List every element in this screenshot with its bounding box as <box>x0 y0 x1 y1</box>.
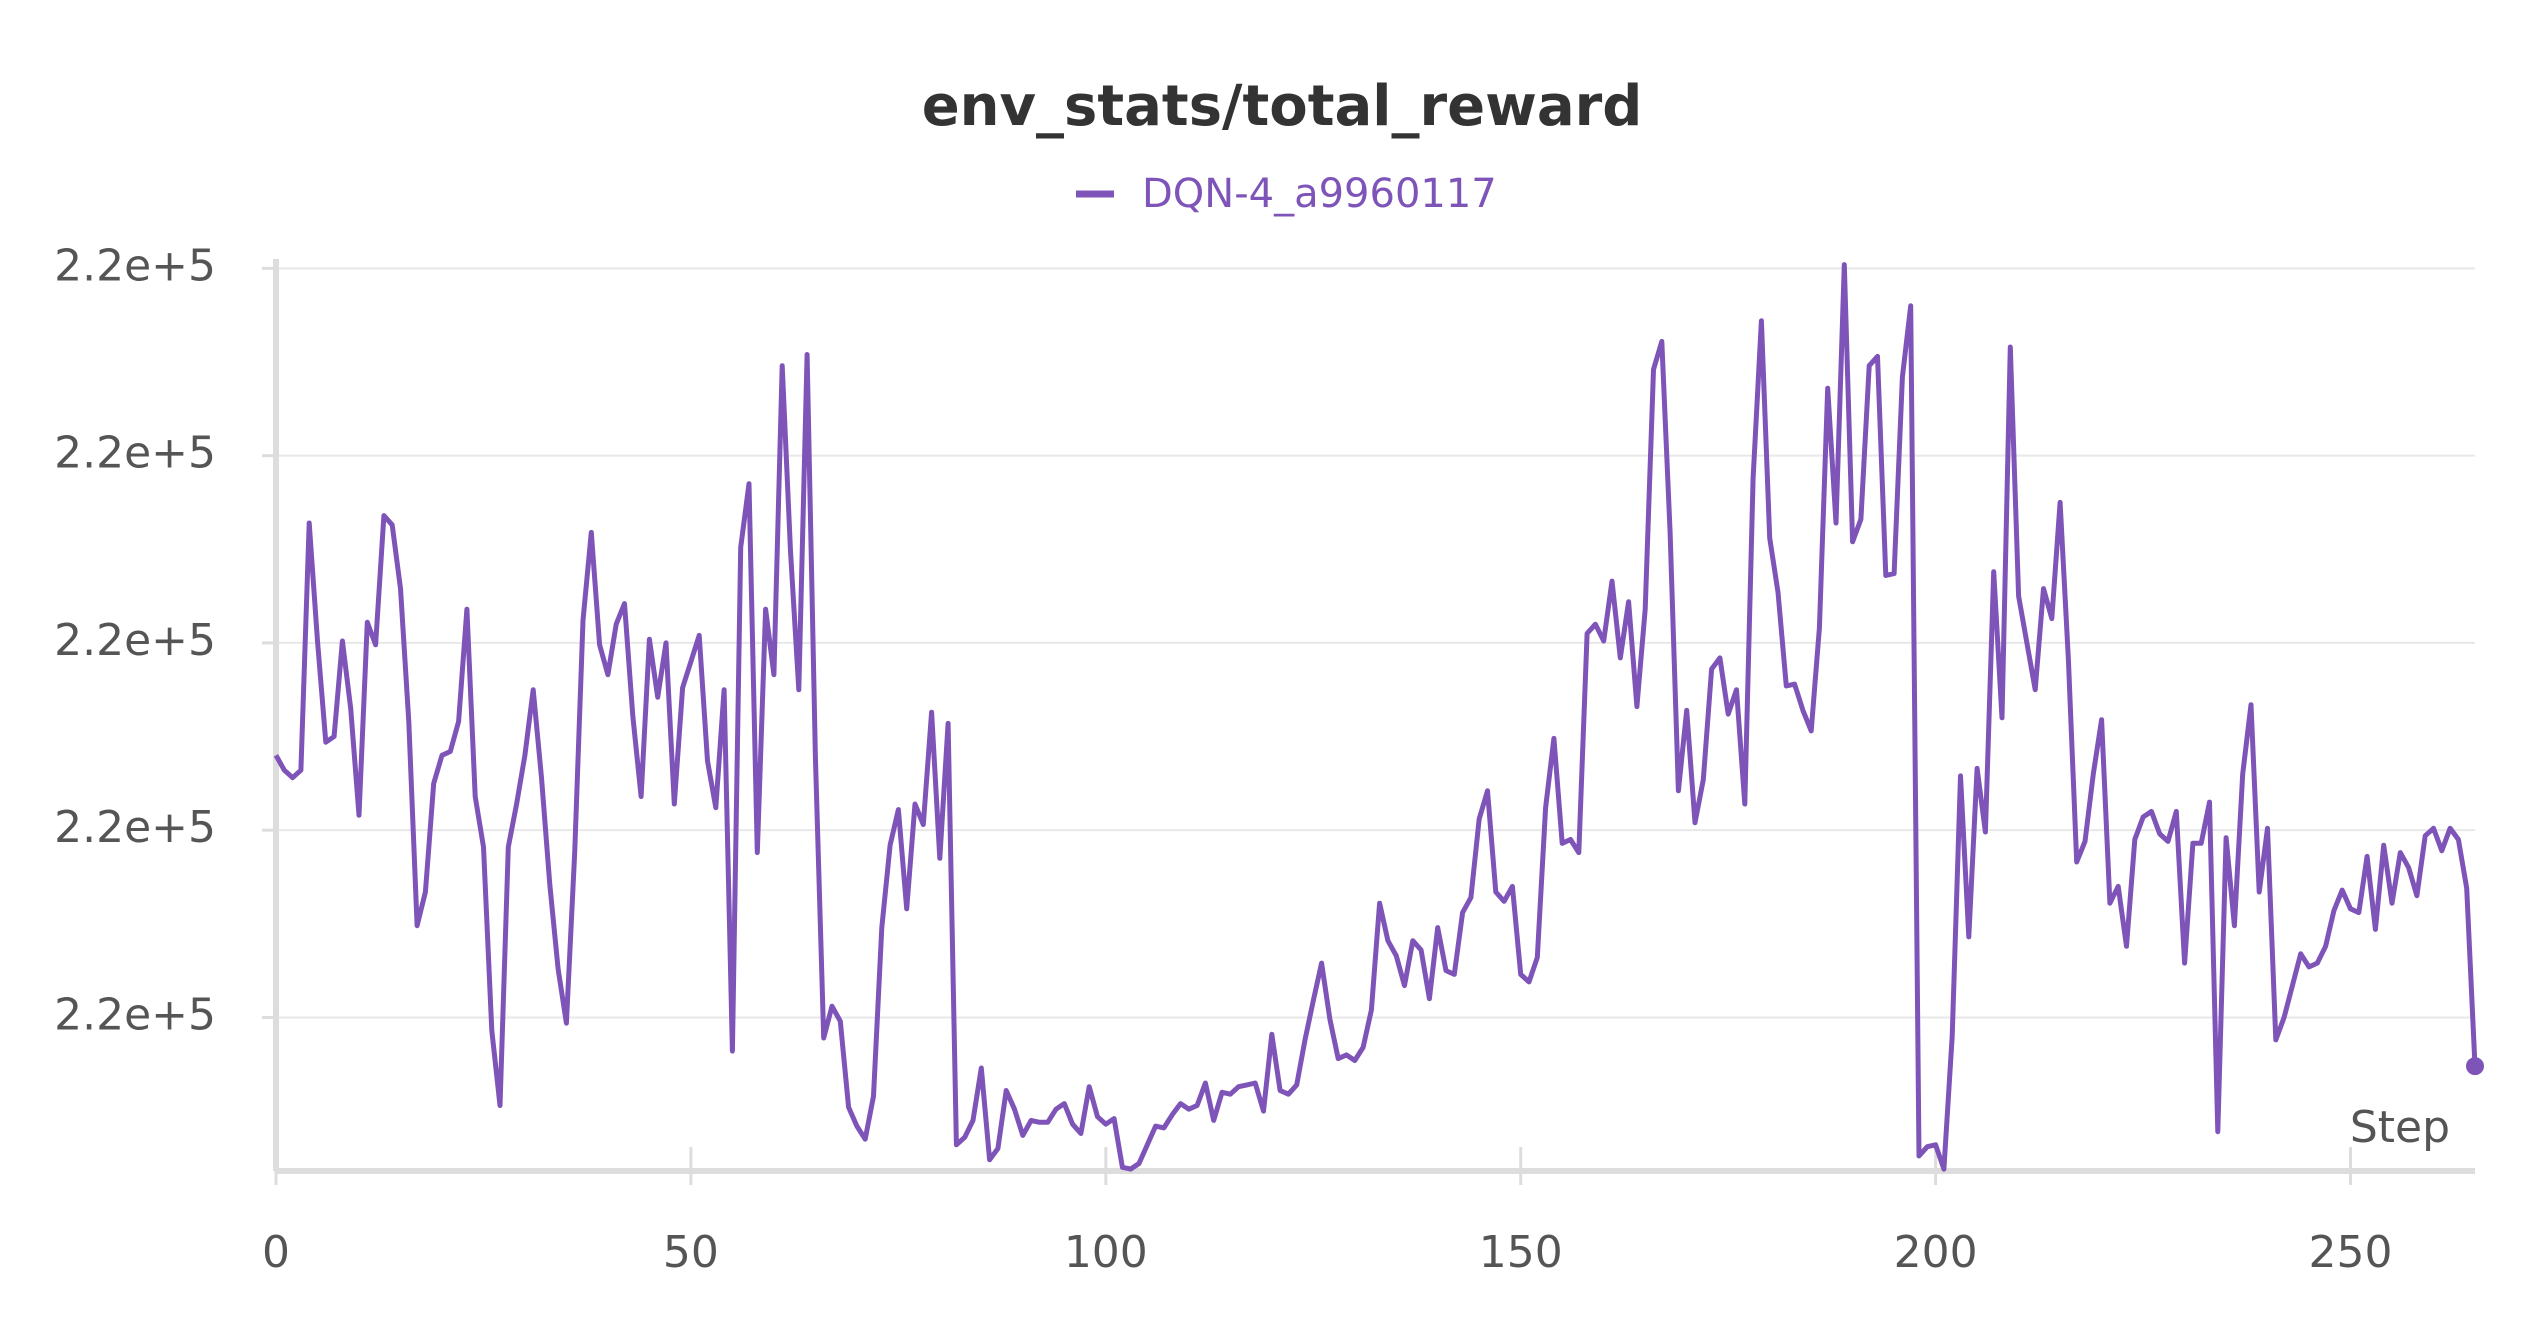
y-tick-label: 2.2e+5 <box>54 802 216 853</box>
chart-title: env_stats/total_reward <box>922 74 1643 139</box>
y-tick-label: 2.2e+5 <box>54 615 216 666</box>
x-axis-label: Step <box>2350 1102 2450 1153</box>
x-tick-label: 150 <box>1479 1227 1563 1278</box>
y-tick-label: 2.2e+5 <box>54 989 216 1040</box>
end-point <box>2466 1057 2484 1076</box>
x-tick-label: 50 <box>663 1227 719 1278</box>
x-tick-label: 100 <box>1064 1227 1148 1278</box>
y-tick-label: 2.2e+5 <box>54 240 216 291</box>
series-line <box>273 262 2478 1172</box>
x-tick-label: 0 <box>262 1227 290 1278</box>
x-tick-label: 250 <box>2309 1227 2393 1278</box>
x-tick-label: 200 <box>1894 1227 1978 1278</box>
y-tick-label: 2.2e+5 <box>54 428 216 479</box>
legend-label[interactable]: DQN-4_a9960117 <box>1142 171 1497 217</box>
